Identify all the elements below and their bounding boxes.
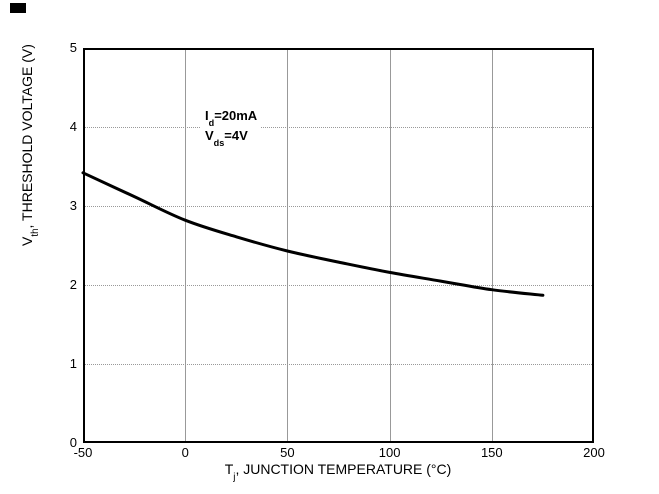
- y-tick-label: 5: [69, 40, 77, 55]
- x-tick-label: 100: [378, 445, 401, 460]
- x-tick-label: 150: [480, 445, 503, 460]
- x-tick-label: -50: [73, 445, 93, 460]
- x-tick-label: 50: [280, 445, 295, 460]
- x-axis-title: Tj, JUNCTION TEMPERATURE (°C): [224, 461, 452, 484]
- horizontal-gridline: [83, 364, 594, 365]
- annotation-line-id: Id=20mA: [205, 108, 258, 128]
- y-tick-label: 4: [69, 119, 77, 134]
- x-tick-label: 0: [181, 445, 189, 460]
- y-tick-label: 1: [69, 356, 77, 371]
- corner-mark: [10, 3, 26, 13]
- annotation-line-vds: Vds=4V: [205, 128, 248, 148]
- y-tick-label: 3: [69, 198, 77, 213]
- y-tick-label: 0: [69, 435, 77, 450]
- x-tick-label: 200: [583, 445, 605, 460]
- plot-frame: [83, 48, 594, 443]
- condition-annotation: Id=20mA Vds=4V: [201, 106, 262, 148]
- y-tick-label: 2: [69, 277, 77, 292]
- horizontal-gridline: [83, 127, 594, 128]
